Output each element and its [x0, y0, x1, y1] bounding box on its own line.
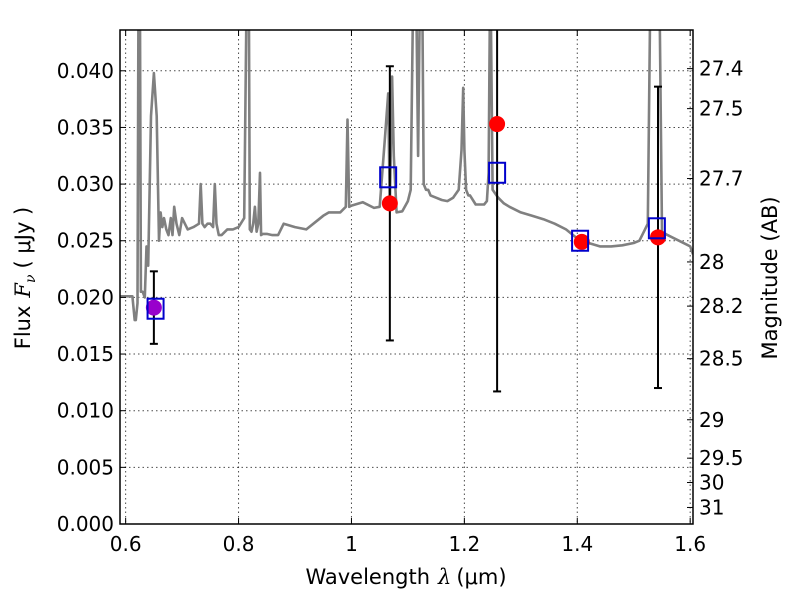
model-square [379, 166, 398, 189]
y-tick-label: 0.030 [57, 172, 114, 196]
data-layer [120, 30, 693, 393]
y2-tick-label: 29.5 [699, 446, 744, 470]
observed-point [573, 233, 590, 250]
y-tick-label: 0.035 [57, 115, 114, 139]
observed-point [145, 299, 162, 316]
x-axis-title-unit: (μm) [456, 565, 506, 589]
x-axis-title-main: Wavelength [305, 565, 430, 589]
x-tick-label: 1.4 [561, 532, 593, 556]
observed-point [381, 195, 398, 212]
model-square [647, 217, 666, 240]
y2-tick-label: 30 [699, 471, 724, 495]
y-tick-label: 0.015 [57, 342, 114, 366]
y-tick-label: 0.000 [57, 512, 114, 536]
y-tick-label: 0.010 [57, 399, 114, 423]
spectrum-line [120, 30, 693, 322]
y2-tick-label: 27.7 [699, 167, 744, 191]
y-tick-label: 0.025 [57, 229, 114, 253]
y2-tick-label: 31 [699, 495, 724, 519]
tick-layer: 0.6 0.8 1 1.2 1.4 1.6 0.000 0.005 0.010 0.015 0.02… [57, 30, 744, 556]
y-tick-label: 0.020 [57, 285, 114, 309]
model-square [488, 161, 507, 184]
model-square [146, 297, 165, 320]
x-tick-label: 1.2 [448, 532, 480, 556]
y-tick-label: 0.040 [57, 59, 114, 83]
x-tick-label: 1 [345, 532, 358, 556]
x-tick-label: 0.6 [110, 532, 142, 556]
x-axis-title: Wavelength λ (μm) [305, 565, 506, 589]
y2-axis-title: Magnitude (AB) [758, 196, 782, 359]
model-square [571, 229, 590, 252]
y-axis-title-main: Flux [11, 306, 35, 350]
y-axis-title-unit: ( μJy ) [11, 207, 35, 269]
x-tick-label: 1.6 [674, 532, 706, 556]
plot-frame [119, 29, 694, 525]
y2-tick-label: 28.5 [699, 347, 744, 371]
y-axis-title: Flux Fν ( μJy ) [11, 207, 39, 349]
y-axis-title-symbol: F [11, 282, 35, 299]
y-axis-title-subscript: ν [23, 274, 39, 283]
observed-point [489, 116, 506, 133]
y2-tick-label: 27.5 [699, 97, 744, 121]
x-axis-title-symbol: λ [437, 565, 451, 589]
y-tick-label: 0.005 [57, 455, 114, 479]
x-tick-label: 0.8 [223, 532, 255, 556]
y2-tick-label: 28.2 [699, 294, 744, 318]
y2-tick-label: 27.4 [699, 57, 744, 81]
y2-tick-label: 28 [699, 250, 724, 274]
y2-tick-label: 29 [699, 408, 724, 432]
